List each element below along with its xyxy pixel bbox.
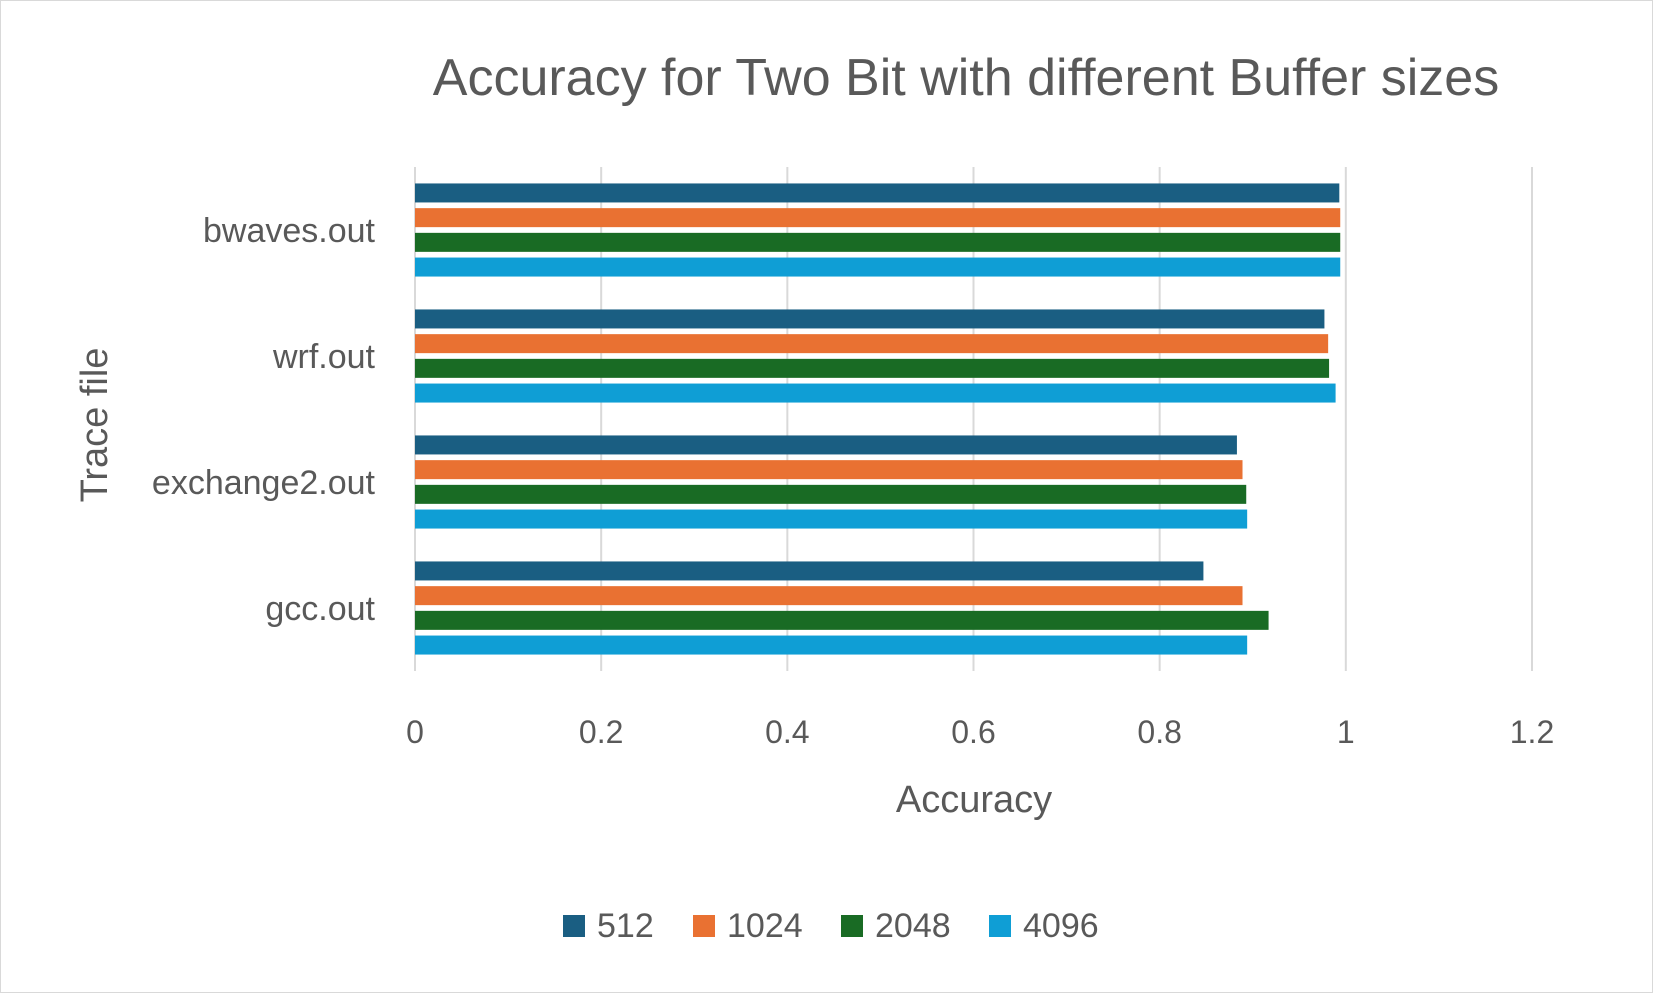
x-axis-ticks: 0 0.2 0.4 0.6 0.8 1 1.2 xyxy=(406,714,1554,750)
chart-title: Accuracy for Two Bit with different Buff… xyxy=(433,49,1499,107)
legend-swatch xyxy=(693,915,715,937)
x-tick-label: 1.2 xyxy=(1510,714,1554,750)
bar-exchange2-out-1024 xyxy=(415,460,1243,480)
y-axis-title: Trace file xyxy=(74,348,116,503)
legend-item-512: 512 xyxy=(563,907,654,945)
legend-swatch xyxy=(989,915,1011,937)
bar-exchange2-out-512 xyxy=(415,435,1237,455)
legend-swatch xyxy=(563,915,585,937)
legend: 512 1024 2048 4096 xyxy=(563,907,1099,945)
bar-gcc-out-2048 xyxy=(415,610,1269,630)
legend-swatch xyxy=(841,915,863,937)
y-axis-categories: bwaves.out wrf.out exchange2.out gcc.out xyxy=(152,212,376,628)
legend-label: 512 xyxy=(597,907,654,945)
category-label: wrf.out xyxy=(272,338,376,376)
bar-bwaves-out-2048 xyxy=(415,232,1341,252)
bar-exchange2-out-4096 xyxy=(415,509,1248,529)
x-tick-label: 0.4 xyxy=(765,714,809,750)
category-label: exchange2.out xyxy=(152,464,376,502)
bar-wrf-out-4096 xyxy=(415,383,1336,403)
bar-exchange2-out-2048 xyxy=(415,484,1247,504)
legend-label: 2048 xyxy=(875,907,951,945)
bars xyxy=(415,183,1341,655)
bar-gcc-out-4096 xyxy=(415,635,1248,655)
bar-bwaves-out-512 xyxy=(415,183,1340,203)
legend-label: 1024 xyxy=(727,907,803,945)
legend-item-1024: 1024 xyxy=(693,907,803,945)
legend-item-2048: 2048 xyxy=(841,907,951,945)
legend-label: 4096 xyxy=(1023,907,1099,945)
legend-item-4096: 4096 xyxy=(989,907,1099,945)
bar-gcc-out-512 xyxy=(415,561,1204,581)
bar-gcc-out-1024 xyxy=(415,586,1243,606)
category-label: bwaves.out xyxy=(203,212,376,250)
x-tick-label: 1 xyxy=(1337,714,1355,750)
x-axis-title: Accuracy xyxy=(896,779,1052,821)
bar-bwaves-out-1024 xyxy=(415,208,1341,228)
category-label: gcc.out xyxy=(265,590,375,628)
bar-wrf-out-512 xyxy=(415,309,1325,329)
x-tick-label: 0.8 xyxy=(1137,714,1181,750)
bar-wrf-out-1024 xyxy=(415,334,1329,354)
x-tick-label: 0.2 xyxy=(579,714,623,750)
bar-wrf-out-2048 xyxy=(415,358,1330,378)
bar-bwaves-out-4096 xyxy=(415,257,1341,277)
x-tick-label: 0.6 xyxy=(951,714,995,750)
x-tick-label: 0 xyxy=(406,714,424,750)
